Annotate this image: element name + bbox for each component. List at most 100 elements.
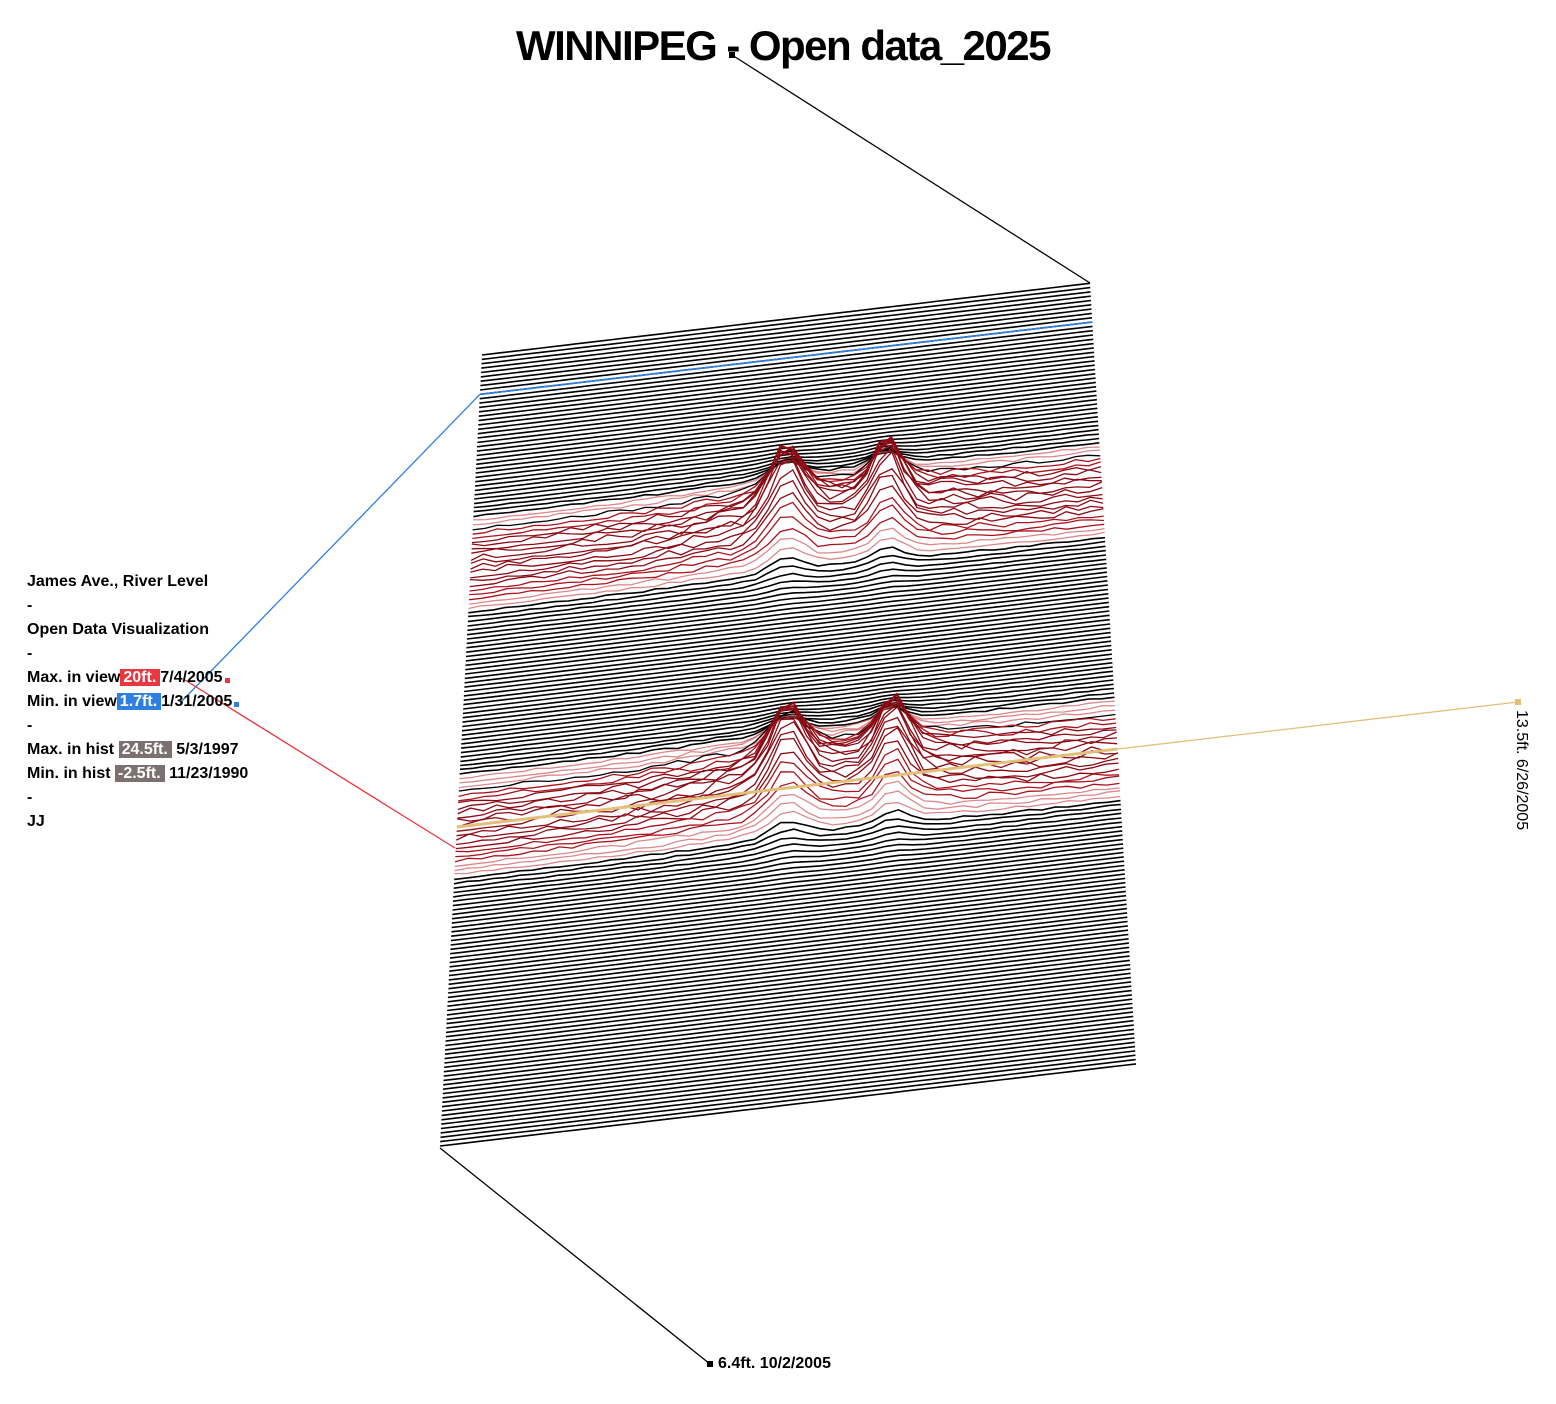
ridge-line	[465, 588, 1109, 667]
ridge-line	[464, 605, 1110, 684]
ridge-line	[445, 963, 1131, 1047]
ridge-line	[447, 916, 1128, 999]
ridge-line	[451, 847, 1124, 929]
ridge-line	[475, 407, 1098, 483]
ridge-line	[481, 291, 1091, 365]
ridge-line	[461, 662, 1113, 741]
ridge-line	[472, 449, 1100, 526]
ridge-line	[467, 558, 1107, 636]
page-title: WINNIPEG - Open data_2025	[0, 22, 1556, 70]
ridge-line	[444, 981, 1132, 1064]
ridge-line	[457, 694, 1117, 819]
min-view-callout-line	[179, 393, 481, 704]
legend-min-in-hist: Min. in hist -2.5ft. 11/23/1990	[27, 762, 248, 786]
highlight-row	[479, 321, 1093, 396]
ridge-line	[469, 504, 1105, 596]
right-callout-label: 13.5ft. 6/26/2005	[1513, 710, 1530, 831]
ridge-line	[442, 1019, 1134, 1104]
ridge-line	[447, 925, 1128, 1007]
ridge-line	[468, 527, 1105, 605]
ridge-line	[462, 644, 1112, 723]
ridge-line	[457, 703, 1118, 822]
ridge-line	[451, 856, 1124, 937]
ridge-line	[462, 640, 1112, 719]
ridge-line	[446, 942, 1129, 1025]
right-callout-marker	[1515, 699, 1521, 705]
max-hist-label: Max. in hist	[27, 741, 115, 758]
ridge-line	[464, 614, 1110, 693]
ridge-line	[446, 933, 1129, 1016]
ridge-line	[446, 946, 1130, 1029]
ridge-line	[461, 666, 1113, 745]
ridge-line	[481, 295, 1091, 369]
ridge-line	[479, 325, 1093, 400]
ridge-line	[465, 584, 1108, 662]
ridge-line	[450, 864, 1125, 946]
ridge-line	[447, 920, 1128, 1003]
ridge-line	[440, 1054, 1136, 1139]
ridge-line	[449, 886, 1126, 968]
min-hist-label: Min. in hist	[27, 765, 111, 782]
ridge-line	[477, 360, 1095, 435]
legend-max-in-view: Max. in view 20ft. 7/4/2005	[27, 666, 248, 690]
max-view-value-badge: 20ft.	[120, 669, 161, 686]
max-view-callout-line	[184, 679, 456, 849]
ridge-line	[446, 938, 1129, 1021]
ridge-line	[466, 562, 1107, 640]
ridge-line	[454, 795, 1121, 875]
ridge-line	[476, 381, 1096, 457]
ridge-line	[464, 601, 1109, 680]
ridge-line	[459, 700, 1115, 780]
ridge-line	[452, 830, 1123, 911]
ridge-line	[452, 834, 1123, 916]
ridge-line	[441, 1041, 1135, 1125]
ridge-lines	[439, 282, 1137, 1147]
title-dataset: Open data_2025	[748, 22, 1052, 69]
ridge-line	[445, 950, 1130, 1034]
ridge-line	[445, 959, 1130, 1042]
ridge-line	[442, 1011, 1134, 1095]
ridge-line	[443, 1002, 1133, 1086]
ridge-line	[470, 438, 1103, 564]
ridge-line	[467, 549, 1106, 627]
bottom-callout-line	[439, 1147, 711, 1365]
ridge-line	[448, 907, 1127, 990]
ridge-line	[459, 692, 1115, 771]
ridge-line	[462, 649, 1112, 728]
title-callout-line	[731, 54, 1091, 284]
ridge-line	[476, 377, 1096, 452]
ridge-line	[480, 304, 1092, 378]
ridge-line	[454, 799, 1121, 881]
ridge-line	[452, 838, 1123, 920]
right-callout-line	[1117, 701, 1519, 750]
max-view-marker-icon	[224, 678, 230, 683]
ridge-line	[475, 403, 1098, 479]
ridge-line	[477, 368, 1096, 444]
legend-min-in-view: Min. in view 1.7ft. 1/31/2005	[27, 690, 248, 714]
max-view-date: 7/4/2005	[160, 669, 223, 686]
ridge-line	[441, 1037, 1135, 1121]
legend-max-in-hist: Max. in hist 24.5ft. 5/3/1997	[27, 738, 248, 762]
ridge-line	[465, 593, 1109, 671]
ridge-line	[448, 894, 1127, 977]
ridge-line	[441, 1032, 1135, 1117]
ridge-line	[479, 334, 1094, 409]
ridge-line	[442, 1024, 1134, 1108]
ridge-line	[463, 618, 1110, 697]
highlight-row	[456, 747, 1118, 829]
min-view-label: Min. in view	[27, 693, 117, 710]
max-hist-value-badge: 24.5ft.	[118, 741, 172, 758]
ridge-line	[463, 631, 1111, 710]
ridge-line	[460, 683, 1114, 763]
legend-station: James Ave., River Level	[27, 573, 209, 590]
legend-author: JJ	[27, 813, 45, 830]
ridge-line	[469, 496, 1104, 592]
ridge-line	[471, 437, 1102, 554]
ridge-line	[442, 1007, 1133, 1090]
min-view-value-badge: 1.7ft.	[116, 693, 162, 710]
title-city: WINNIPEG	[515, 22, 718, 69]
ridge-line	[474, 420, 1099, 496]
ridge-line	[469, 474, 1104, 581]
ridge-line	[466, 571, 1108, 649]
